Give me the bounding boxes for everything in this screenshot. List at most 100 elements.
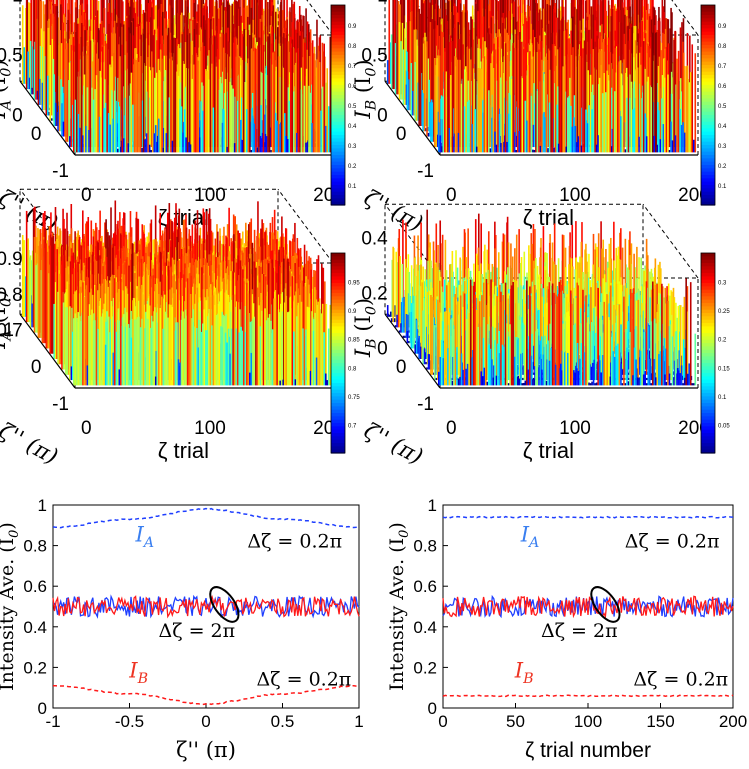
colorbar-segment [701,11,715,16]
colorbar-segment [331,135,345,139]
colorbar-segment [701,5,715,9]
colorbar-segment [701,48,715,53]
colorbar-segment [701,161,715,166]
label-part: B [363,100,379,111]
colorbar-segment [331,195,345,199]
colorbar-segment [331,51,345,56]
colorbar-segment [701,158,715,163]
colorbar-segment [331,131,345,136]
colorbar-segment [331,121,345,126]
colorbar-segment [331,55,345,59]
colorbar-segment [331,138,345,143]
colorbar-segment [701,71,715,76]
colorbar-segment [701,65,715,69]
z-axis-label: IB​ (I0​) [351,59,379,119]
colorbar-tick-label: 0.4 [718,124,727,130]
colorbar-segment [701,151,715,156]
colorbar-segment [701,28,715,33]
y-tick-label: -1 [417,161,434,182]
colorbar-frame [330,4,346,206]
colorbar-segment [701,145,715,149]
colorbar-segment [331,148,345,153]
y-tick-label: 0 [396,124,407,145]
colorbar-segment [701,165,715,169]
colorbar-segment [701,78,715,83]
y-axis-label: ζ'' (π) [0,186,62,237]
colorbar-segment [331,125,345,129]
colorbar-segment [701,8,715,13]
colorbar-segment [331,95,345,99]
colorbar-segment [331,111,345,116]
colorbar-tick-label: 0.5 [348,104,357,110]
colorbar-segment [331,21,345,26]
colorbar-segment [701,108,715,113]
colorbar-segment [701,185,715,189]
colorbar-segment [701,55,715,59]
box-edge [277,188,334,264]
colorbar-segment [331,191,345,196]
colorbar-segment [701,51,715,56]
colorbar-segment [701,105,715,109]
x-tick-label: 0 [81,185,92,206]
z-tick-label: 0 [12,105,23,126]
colorbar-segment [331,25,345,29]
colorbar-segment [331,181,345,186]
colorbar-segment [701,121,715,126]
label-part: I [351,110,375,120]
box-edge [671,0,699,36]
colorbar-segment [701,35,715,39]
colorbar-segment [701,111,715,116]
colorbar-tick-label: 0.8 [348,44,357,50]
colorbar-segment [701,95,715,99]
label-part: ) [0,59,10,67]
colorbar-tick-label: 0.5 [718,104,727,110]
colorbar-segment [331,118,345,123]
colorbar-segment [331,28,345,33]
colorbar-tick-label: 0.6 [348,84,357,90]
colorbar-segment [701,178,715,183]
y-tick-label: -1 [52,161,69,182]
x-tick-label: 100 [559,185,591,206]
colorbar-segment [701,15,715,19]
colorbar-segment [701,155,715,159]
z-tick-label: 0 [377,105,388,126]
box-edge [306,0,334,36]
colorbar-segment [701,75,715,79]
colorbar-tick-label: 0.2 [718,164,727,170]
colorbar-segment [331,15,345,19]
colorbar-segment [331,31,345,36]
colorbar-tick-label: 0.7 [718,64,727,70]
colorbar-segment [331,61,345,66]
colorbar-segment [701,148,715,153]
colorbar-segment [701,198,715,203]
colorbar-segment [331,85,345,89]
colorbar-segment [331,75,345,79]
colorbar-segment [331,8,345,13]
colorbar-segment [331,128,345,133]
colorbar-segment [331,188,345,193]
colorbar-segment [331,141,345,146]
colorbar: 0.1 0.2 0.3 0.4 0.5 0.6 0.7 0.8 0.9 [700,4,727,206]
z-tick-label: 1 [12,0,23,6]
colorbar-tick-label: 0.9 [348,24,357,30]
colorbar-segment [701,191,715,196]
colorbar-tick-label: 0.2 [348,164,357,170]
colorbar-segment [331,11,345,16]
colorbar-segment [331,161,345,166]
colorbar-segment [701,85,715,89]
colorbar-frame [700,4,716,206]
colorbar-segment [701,68,715,73]
colorbar-segment [701,181,715,186]
colorbar-segment [331,115,345,119]
colorbar-segment [701,195,715,199]
colorbar-tick-label: 0.6 [718,84,727,90]
colorbar-tick-label: 0.7 [348,64,357,70]
colorbar-tick-label: 0.3 [348,144,357,150]
colorbar-segment [331,101,345,106]
colorbar-segment [701,25,715,29]
z-axis-label: IA​ (I0​) [0,59,14,119]
colorbar-segment [331,158,345,163]
colorbar-segment [701,88,715,93]
colorbar-segment [331,201,345,206]
